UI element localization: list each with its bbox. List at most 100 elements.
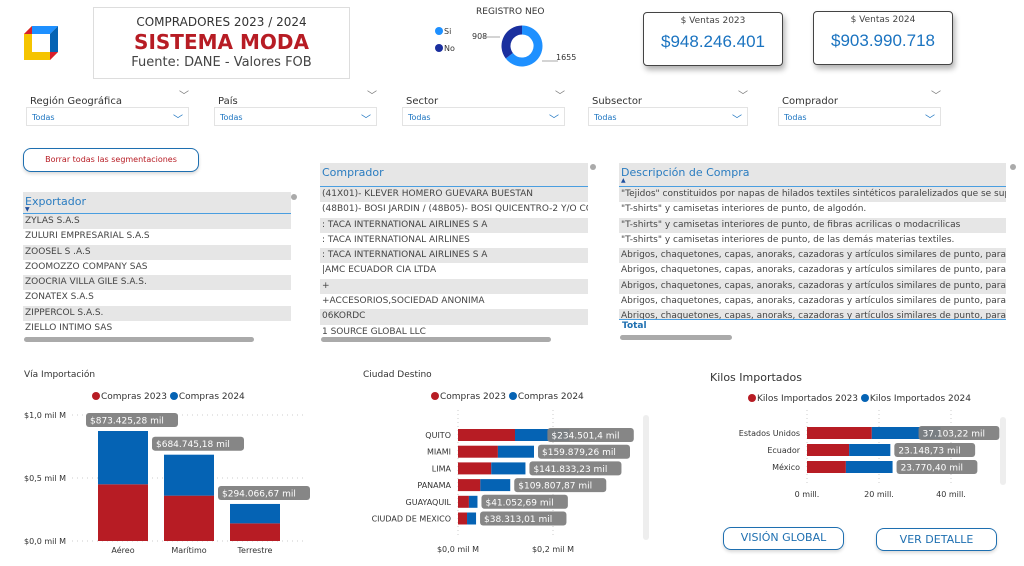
y-tick-label: México xyxy=(772,462,800,472)
report-subtitle: COMPRADORES 2023 / 2024 xyxy=(136,15,307,29)
slicer-dropdown[interactable]: Todas ﹀ xyxy=(588,107,748,126)
slicer-label: Sector xyxy=(406,96,439,107)
chevron-down-icon[interactable]: ﹀ xyxy=(367,91,377,102)
table-row[interactable]: ZULURI EMPRESARIAL S.A.S xyxy=(25,231,150,242)
slicer-dropdown[interactable]: Todas ﹀ xyxy=(26,107,189,126)
table-row[interactable]: Abrigos, chaquetones, capas, anoraks, ca… xyxy=(619,278,1006,295)
ciudad-vscroll[interactable] xyxy=(643,415,649,540)
slicer-label: Comprador xyxy=(782,96,839,107)
chevron-down-icon[interactable]: ﹀ xyxy=(179,91,189,102)
table-row[interactable]: ZOOMOZZO COMPANY SAS xyxy=(25,261,148,272)
legend-si[interactable]: Si xyxy=(435,27,451,36)
kpi-value: $948.246.401 xyxy=(661,32,765,51)
table-row[interactable]: ZIPPERCOL S.A.S. xyxy=(23,305,291,322)
table-row[interactable]: Abrigos, chaquetones, capas, anoraks, ca… xyxy=(619,248,1006,264)
y-tick-label: MIAMI xyxy=(427,448,451,457)
exportador-scrollbar[interactable] xyxy=(24,337,254,342)
comprador-table: Comprador (41X01)- KLEVER HOMERO GUEVARA… xyxy=(320,163,588,339)
y-tick-label: Ecuador xyxy=(767,446,800,455)
y-tick-label: Estados Unidos xyxy=(739,429,800,438)
table-row[interactable]: 1 SOURCE GLOBAL LLC xyxy=(322,326,426,337)
via-importacion-title: Vía Importación xyxy=(24,370,96,380)
bar-Estados Unidos-0 xyxy=(807,427,872,439)
table-row[interactable]: "Tejidos" constituidos por napas de hila… xyxy=(619,187,1006,203)
comprador-scrollbar[interactable] xyxy=(321,337,551,342)
table-row[interactable]: Abrigos, chaquetones, capas, anoraks, ca… xyxy=(621,265,1006,276)
slicer-dropdown[interactable]: Todas ﹀ xyxy=(778,107,941,126)
clear-filters-button[interactable]: Borrar todas las segmentaciones xyxy=(23,148,199,172)
slicer-4[interactable]: Comprador ﹀ Todas ﹀ xyxy=(778,89,941,127)
data-label-bg xyxy=(529,461,622,476)
legend-item[interactable]: Compras 2024 xyxy=(508,392,584,402)
table-row[interactable]: "T-shirts" y camisetas interiores de pun… xyxy=(621,234,955,245)
ciudad-destino-chart: $0,0 mil M $0,2 mil M QUITO $234.501,4 mil M… xyxy=(372,410,634,554)
kilos-vscroll[interactable] xyxy=(1000,417,1006,485)
bar-Aéreo-0 xyxy=(98,484,148,541)
comprador-header[interactable]: Comprador xyxy=(320,163,588,187)
table-row[interactable]: ZOOCRIA VILLA GILE S.A.S. xyxy=(23,275,291,291)
table-row[interactable]: (41X01)- KLEVER HOMERO GUEVARA BUESTAN xyxy=(320,187,588,203)
vision-global-button[interactable]: VISIÓN GLOBAL xyxy=(723,527,844,550)
chevron-down-icon[interactable]: ﹀ xyxy=(738,91,748,102)
legend-no[interactable]: No xyxy=(435,44,455,53)
y-tick-label: $0,0 mil M xyxy=(24,537,66,546)
table-row[interactable]: "T-shirts" y camisetas interiores de pun… xyxy=(619,217,1006,233)
data-label-bg xyxy=(480,511,567,526)
table-row[interactable]: |AMC ECUADOR CIA LTDA xyxy=(322,265,437,276)
kpi-ventas-2024: $ Ventas 2024 $903.990.718 xyxy=(813,11,953,65)
chevron-down-icon: ﹀ xyxy=(361,115,371,126)
slicer-1[interactable]: País ﹀ Todas ﹀ xyxy=(214,89,377,127)
table-row[interactable]: Abrigos, chaquetones, capas, anoraks, ca… xyxy=(621,296,1006,307)
table-row[interactable]: ZYLAS S.A.S xyxy=(23,214,291,230)
descripcion-scrollbar[interactable] xyxy=(620,335,732,340)
data-label: $159.879,26 mil xyxy=(542,448,616,458)
slicer-value: Todas xyxy=(32,113,55,122)
kilos-legend: Kilos Importados 2023 Kilos Importados 2… xyxy=(748,394,971,404)
slicer-value: Todas xyxy=(220,113,243,122)
chevron-down-icon[interactable]: ﹀ xyxy=(555,91,565,102)
slicer-dropdown[interactable]: Todas ﹀ xyxy=(402,107,565,126)
legend-item[interactable]: Compras 2024 xyxy=(169,392,245,402)
donut-slice-No xyxy=(501,25,523,59)
descripcion-header[interactable]: Descripción de Compra ▲ xyxy=(619,163,1006,187)
chevron-down-icon[interactable]: ﹀ xyxy=(931,91,941,102)
data-label: $873.425,28 mil xyxy=(90,417,164,427)
bar-QUITO-0 xyxy=(458,429,515,441)
x-tick-label: Marítimo xyxy=(171,546,206,555)
slicer-2[interactable]: Sector ﹀ Todas ﹀ xyxy=(402,89,565,127)
table-row[interactable]: "T-shirts" y camisetas interiores de pun… xyxy=(621,204,867,215)
table-row[interactable]: (48B01)- BOSI JARDIN / (48B05)- BOSI QUI… xyxy=(322,204,588,215)
legend-item[interactable]: Kilos Importados 2023 xyxy=(748,394,858,404)
legend-item[interactable]: Kilos Importados 2024 xyxy=(860,394,971,404)
y-tick-label: $1,0 mil M xyxy=(24,411,66,420)
report-source: Fuente: DANE - Valores FOB xyxy=(131,55,312,70)
exportador-table: Exportador ▼ ZYLAS S.A.S ZULURI EMPRESARIA… xyxy=(23,192,291,342)
table-row[interactable]: + xyxy=(320,278,588,295)
legend-item[interactable]: Compras 2023 xyxy=(92,392,167,402)
x-tick-label: 0 mill. xyxy=(795,490,820,499)
ver-detalle-button[interactable]: VER DETALLE xyxy=(876,528,997,551)
slicer-dropdown[interactable]: Todas ﹀ xyxy=(214,107,377,126)
exportador-header[interactable]: Exportador ▼ xyxy=(23,192,291,214)
table-row[interactable]: : TACA INTERNATIONAL AIRLINES S A xyxy=(320,217,588,233)
table-row[interactable]: ZOOSEL S .A.S xyxy=(23,244,291,260)
table-row[interactable]: ZONATEX S.A.S xyxy=(25,292,94,303)
slicer-3[interactable]: Subsector ﹀ Todas ﹀ xyxy=(588,89,748,127)
table-row[interactable]: ZIELLO INTIMO SAS xyxy=(25,323,113,334)
slicer-0[interactable]: Región Geográfica ﹀ Todas ﹀ xyxy=(26,89,189,127)
table-row[interactable]: : TACA INTERNATIONAL AIRLINES xyxy=(322,234,470,245)
bar-Ecuador-1 xyxy=(849,444,891,456)
slicer-label: Subsector xyxy=(592,96,643,107)
legend-item[interactable]: Compras 2023 xyxy=(431,392,506,402)
report-title: SISTEMA MODA xyxy=(134,30,309,54)
data-label: 23.148,73 mil xyxy=(898,447,960,457)
table-row[interactable]: 06KORDC xyxy=(320,309,588,325)
descripcion-vscroll[interactable] xyxy=(1010,164,1016,170)
exportador-vscroll[interactable] xyxy=(291,194,297,200)
data-label: $234.501,4 mil xyxy=(551,432,619,442)
table-row[interactable]: : TACA INTERNATIONAL AIRLINES S A xyxy=(320,248,588,264)
table-row[interactable]: +ACCESORIOS,SOCIEDAD ANONIMA xyxy=(322,296,485,307)
chevron-down-icon: ﹀ xyxy=(732,115,742,126)
comprador-vscroll[interactable] xyxy=(590,164,596,170)
table-row[interactable]: Abrigos, chaquetones, capas, anoraks, ca… xyxy=(619,309,1006,320)
